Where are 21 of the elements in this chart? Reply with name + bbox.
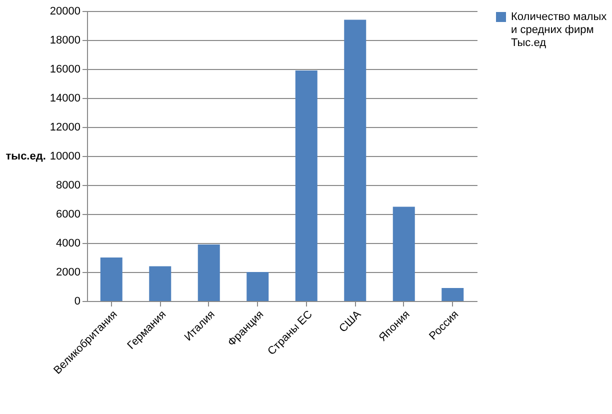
y-tick-label: 10000 — [50, 150, 80, 162]
legend-label: Количество малых и средних фирм Тыс.ед — [511, 11, 608, 49]
y-tick-label: 14000 — [50, 92, 80, 104]
bar — [198, 244, 220, 301]
y-tick-label: 18000 — [50, 34, 80, 46]
y-tick-label: 2000 — [56, 266, 80, 278]
bar — [246, 272, 269, 301]
y-tick-label: 8000 — [56, 180, 80, 192]
y-tick-label: 12000 — [50, 122, 80, 134]
y-tick-label: 4000 — [56, 238, 80, 250]
bar — [344, 20, 366, 301]
bar — [295, 70, 318, 301]
y-tick-label: 6000 — [56, 208, 80, 220]
bar — [392, 206, 415, 301]
bar — [442, 288, 464, 301]
y-axis-title: тыс.ед. — [6, 150, 46, 162]
bar — [100, 258, 122, 301]
y-tick-label: 20000 — [50, 6, 80, 18]
y-tick-label: 0 — [74, 296, 80, 308]
y-tick-label: 16000 — [50, 64, 80, 76]
bar — [149, 266, 172, 301]
